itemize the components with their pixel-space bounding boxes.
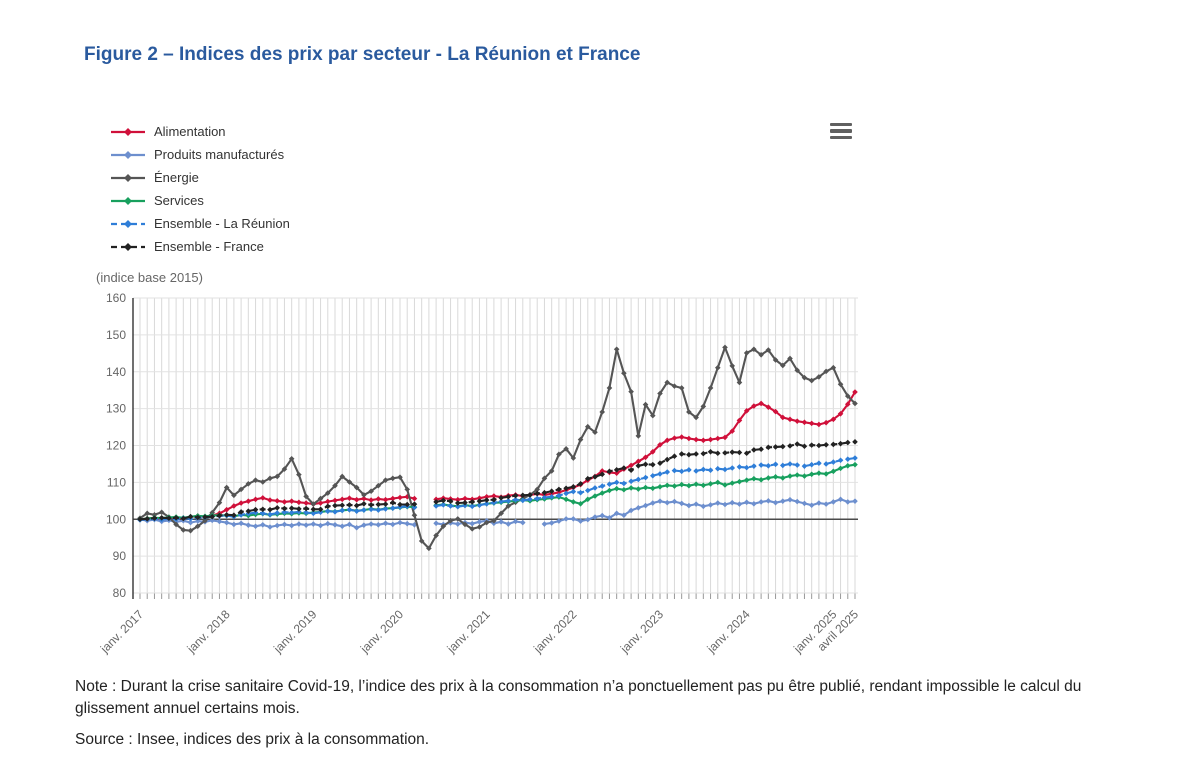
grid-layer [132, 297, 858, 599]
chart-legend: Alimentation Produits manufacturés Énergie… [110, 120, 290, 258]
legend-item-label: Produits manufacturés [154, 147, 285, 162]
note-text: Note : Durant la crise sanitaire Covid-1… [75, 678, 1082, 717]
legend-item-alimentation[interactable]: Alimentation [110, 120, 290, 143]
legend-item-label: Services [154, 193, 204, 208]
legend-item-produits-manufactur-s[interactable]: Produits manufacturés [110, 143, 290, 166]
legend-item-label: Alimentation [154, 124, 226, 139]
y-axis-label: 90 [113, 549, 127, 563]
legend-item--nergie[interactable]: Énergie [110, 166, 290, 189]
source-text: Source : Insee, indices des prix à la co… [75, 731, 430, 748]
series--nergie [137, 344, 858, 552]
series-produits-manufactur-s [137, 496, 858, 531]
legend-marker-icon [111, 127, 145, 136]
legend-item-ensemble-la-r-union[interactable]: Ensemble - La Réunion [110, 212, 290, 235]
legend-marker-icon [111, 196, 145, 205]
legend-item-ensemble-france[interactable]: Ensemble - France [110, 235, 290, 258]
y-axis-label: 120 [106, 439, 126, 453]
hamburger-icon [830, 129, 852, 133]
footnote-block: Note : Durant la crise sanitaire Covid-1… [75, 676, 1093, 751]
chart-context-menu-button[interactable] [828, 117, 860, 145]
legend-marker-icon [111, 242, 145, 251]
legend-item-label: Ensemble - France [154, 239, 264, 254]
x-axis-label: janv. 2022 [530, 607, 579, 656]
y-axis-label: 110 [107, 475, 126, 489]
legend-marker-icon [111, 150, 145, 159]
series-ensemble-la-r-union [137, 455, 858, 523]
y-axis-label: 100 [106, 512, 126, 526]
legend-item-services[interactable]: Services [110, 189, 290, 212]
x-axis-label: janv. 2021 [444, 607, 493, 656]
price-index-chart: 80 90 100 110 120 130 140 150 160 janv. 2017 janv.… [97, 291, 861, 656]
y-axis-label: 160 [106, 291, 126, 305]
series-services [137, 461, 858, 523]
x-axis-label: janv. 2023 [617, 607, 666, 656]
legend-marker-icon [111, 219, 145, 228]
hamburger-icon [830, 135, 852, 140]
axis-unit-label: (indice base 2015) [96, 270, 203, 285]
y-axis-label: 150 [106, 328, 126, 342]
figure-title: Figure 2 – Indices des prix par secteur … [84, 44, 641, 65]
y-axis-label: 80 [113, 586, 127, 600]
y-axis-label: 140 [106, 365, 126, 379]
x-axis-label: janv. 2017 [97, 607, 146, 656]
x-axis-label: janv. 2019 [270, 607, 319, 656]
series-ensemble-france [137, 439, 858, 523]
hamburger-icon [830, 122, 852, 127]
legend-marker-icon [111, 173, 145, 182]
y-axis-label: 130 [106, 402, 126, 416]
x-axis-label: janv. 2024 [704, 607, 753, 656]
legend-item-label: Énergie [154, 170, 199, 185]
series-layer [137, 344, 858, 552]
x-axis-label: janv. 2020 [357, 607, 406, 656]
legend-item-label: Ensemble - La Réunion [154, 216, 290, 231]
x-axis-label: janv. 2018 [184, 607, 233, 656]
